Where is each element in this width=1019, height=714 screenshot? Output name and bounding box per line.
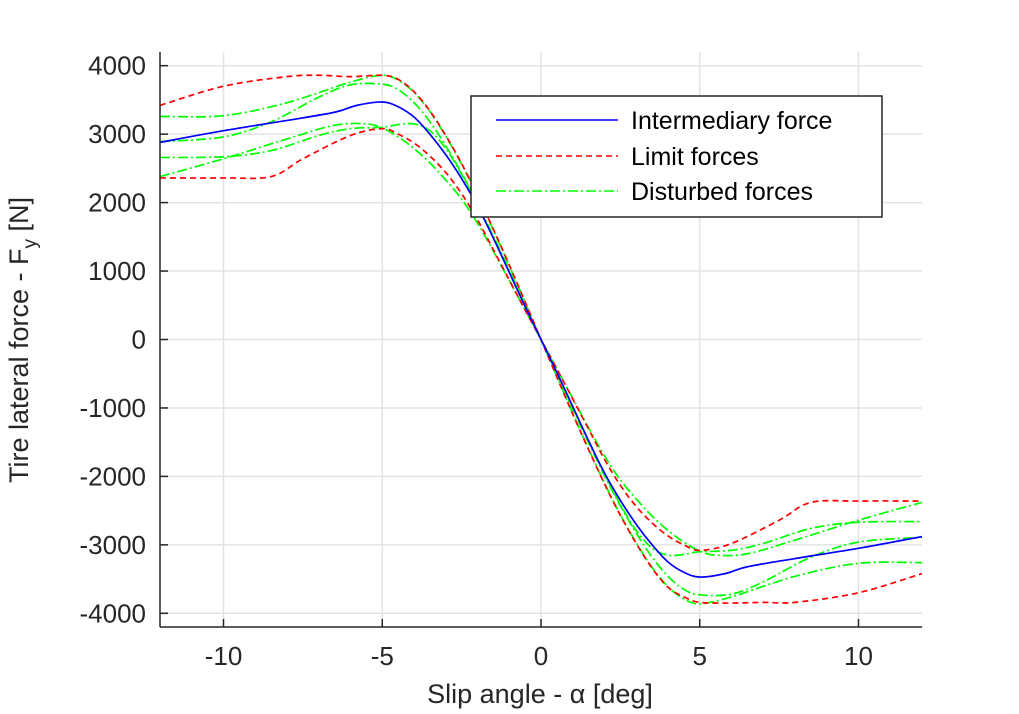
y-axis-label-subscript: y [20, 238, 41, 248]
y-tick-label: 0 [132, 325, 146, 355]
y-tick-label: -3000 [80, 530, 147, 560]
x-tick-label: -10 [205, 641, 243, 671]
y-tick-label: 4000 [88, 51, 146, 81]
legend-label-intermediary: Intermediary force [631, 107, 832, 135]
legend: Intermediary force Limit forces Disturbe… [470, 95, 883, 218]
y-tick-label: -2000 [80, 461, 147, 491]
data-series [160, 74, 922, 605]
x-axis-label: Slip angle - α [deg] [427, 679, 653, 709]
x-tick-label: 5 [693, 641, 707, 671]
y-tick-label: 2000 [88, 188, 146, 218]
y-axis-label-unit: [N] [4, 197, 34, 239]
x-tick-label: -5 [371, 641, 394, 671]
x-tick-label: 10 [844, 641, 873, 671]
x-tick-label: 0 [534, 641, 548, 671]
y-tick-label: 3000 [88, 119, 146, 149]
y-axis-label-main: Tire lateral force - F [4, 248, 34, 483]
legend-label-disturbed: Disturbed forces [631, 178, 813, 206]
series-line-intermediary-force [160, 101, 922, 578]
y-tick-label: 1000 [88, 256, 146, 286]
y-tick-label: -1000 [80, 393, 147, 423]
legend-label-limit: Limit forces [631, 143, 759, 171]
y-axis-label: Tire lateral force - Fy [N] [4, 197, 41, 483]
y-tick-label: -4000 [80, 598, 147, 628]
axes: -10 -5 0 5 10 -4000 -3000 -2000 -1000 0 1000 2000 30… [80, 51, 922, 671]
